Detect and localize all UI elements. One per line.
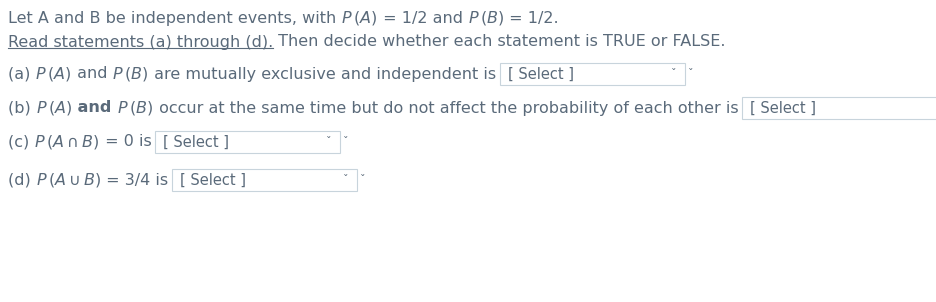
Text: ˇ: ˇ (343, 175, 348, 185)
Text: [ Select ]: [ Select ] (180, 172, 246, 188)
FancyBboxPatch shape (172, 169, 357, 191)
Text: and: and (72, 101, 117, 115)
Text: [ Select ]: [ Select ] (507, 66, 574, 82)
Text: = 0 is: = 0 is (99, 134, 152, 149)
Text: (d): (d) (8, 172, 36, 188)
Text: [ Select ]: [ Select ] (163, 134, 229, 149)
Text: = 1/2.: = 1/2. (504, 11, 558, 25)
Text: ˇ: ˇ (670, 69, 676, 79)
Text: ˇ: ˇ (326, 137, 331, 147)
Text: Read statements (a) through (d).: Read statements (a) through (d). (8, 34, 273, 50)
Text: $P\,(A)$: $P\,(A)$ (36, 65, 72, 83)
Text: $P\,(A \cup B)$: $P\,(A \cup B)$ (36, 171, 101, 189)
Text: $P\,(B)$: $P\,(B)$ (117, 99, 154, 117)
Text: Let A and B be independent events, with: Let A and B be independent events, with (8, 11, 341, 25)
Text: = 1/2 and: = 1/2 and (377, 11, 467, 25)
Text: $P\,(A)$: $P\,(A)$ (341, 9, 377, 27)
Text: ˇ: ˇ (687, 69, 693, 79)
Text: ˇ: ˇ (359, 175, 365, 185)
Text: (c): (c) (8, 134, 35, 149)
Text: $P\,(B)$: $P\,(B)$ (112, 65, 149, 83)
Text: (b): (b) (8, 101, 36, 115)
Text: occur at the same time but do not affect the probability of each other is: occur at the same time but do not affect… (154, 101, 738, 115)
Text: are mutually exclusive and independent is: are mutually exclusive and independent i… (149, 66, 495, 82)
Text: = 3/4 is: = 3/4 is (101, 172, 168, 188)
FancyBboxPatch shape (155, 131, 340, 153)
Text: $P\,(B)$: $P\,(B)$ (467, 9, 504, 27)
Text: [ Select ]: [ Select ] (750, 101, 815, 115)
Text: and: and (72, 66, 112, 82)
FancyBboxPatch shape (500, 63, 684, 85)
Text: $P\,(A)$: $P\,(A)$ (36, 99, 72, 117)
Text: $P\,(A \cap B)$: $P\,(A \cap B)$ (35, 133, 99, 151)
FancyBboxPatch shape (741, 97, 936, 119)
Text: Then decide whether each statement is TRUE or FALSE.: Then decide whether each statement is TR… (273, 34, 725, 50)
Text: (a): (a) (8, 66, 36, 82)
Text: ˇ: ˇ (343, 137, 348, 147)
